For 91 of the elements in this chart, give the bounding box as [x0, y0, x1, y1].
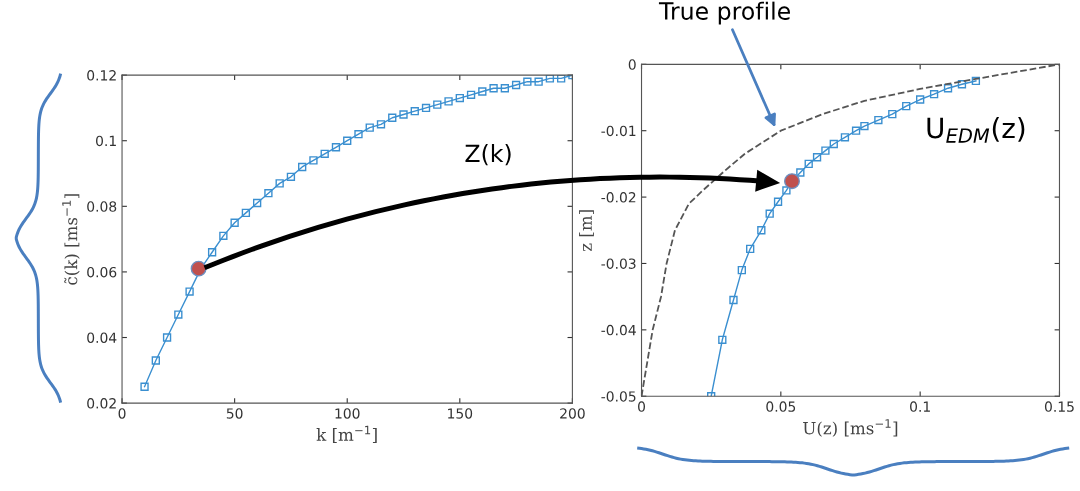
point — [902, 101, 911, 111]
point — [354, 129, 363, 139]
point — [840, 133, 850, 142]
point — [851, 126, 861, 135]
point — [511, 80, 521, 90]
point — [264, 189, 273, 198]
point — [433, 100, 442, 109]
point — [455, 93, 464, 103]
x-axis-title: U(z) [ms$^{−1}$] — [803, 419, 898, 437]
point — [162, 333, 172, 342]
point — [320, 149, 329, 159]
point — [784, 173, 800, 190]
point — [174, 310, 183, 319]
point — [971, 76, 981, 86]
point — [888, 109, 897, 119]
point — [737, 265, 746, 275]
y-tick-label: -0.04 — [601, 324, 636, 336]
x-tick-label: 0 — [638, 401, 646, 412]
point — [252, 198, 262, 208]
point — [241, 208, 251, 218]
y-tick-label: 0.08 — [87, 201, 117, 212]
point — [929, 90, 939, 99]
point — [399, 110, 408, 119]
x-tick-label: 0.05 — [766, 401, 796, 412]
y-tick-label: -0.05 — [601, 391, 636, 402]
point — [556, 75, 566, 83]
point — [773, 197, 783, 206]
annotation: Z(k) — [465, 144, 511, 166]
point — [718, 335, 727, 344]
x-tick-label: 50 — [226, 408, 243, 419]
point — [534, 77, 543, 86]
point — [500, 84, 510, 93]
point — [365, 123, 374, 132]
point — [185, 287, 194, 296]
point — [943, 84, 953, 93]
point — [298, 162, 307, 172]
x-tick-label: 200 — [560, 408, 585, 419]
point — [957, 80, 967, 89]
point — [286, 172, 296, 181]
series-label: U$_{EDM}$(z) — [927, 117, 1025, 143]
point — [343, 136, 352, 145]
point — [860, 121, 869, 131]
y-tick-label: 0.06 — [87, 266, 117, 278]
x-tick-label: 0 — [118, 408, 126, 419]
point — [782, 186, 791, 195]
point — [746, 244, 755, 254]
point — [545, 75, 555, 83]
point — [230, 218, 239, 227]
y-tick-label: 0 — [628, 59, 636, 70]
y-tick-label: 0.02 — [87, 398, 116, 409]
point — [331, 143, 341, 152]
x-axis-title: k [m$^{−1}$] — [316, 425, 377, 443]
point — [729, 295, 738, 305]
point — [376, 120, 386, 129]
annotation: True profile — [658, 1, 790, 25]
point — [796, 168, 805, 177]
x-tick-label: 0.1 — [910, 401, 930, 412]
point — [410, 107, 419, 116]
y-axis-title: z [m] — [579, 210, 594, 252]
x-tick-label: 100 — [335, 408, 360, 419]
point — [140, 382, 149, 391]
y-tick-label: 0.1 — [96, 135, 116, 147]
point — [219, 231, 228, 241]
point — [915, 95, 925, 104]
point — [829, 139, 838, 149]
point — [421, 103, 431, 113]
x-tick-label: 0.15 — [1044, 401, 1074, 412]
point — [275, 179, 284, 188]
y-axis-title: c̃(k) [ms$^{−1}$] — [62, 194, 80, 285]
x-tick-label: 150 — [448, 408, 473, 419]
y-tick-label: -0.02 — [601, 192, 636, 203]
point — [812, 153, 822, 162]
point — [444, 97, 453, 106]
y-tick-label: -0.01 — [601, 125, 636, 137]
y-tick-label: 0.04 — [87, 332, 117, 343]
y-tick-label: -0.03 — [601, 258, 636, 269]
point — [765, 209, 774, 218]
point — [190, 260, 207, 277]
point — [874, 115, 883, 125]
point — [151, 356, 160, 365]
point — [523, 77, 532, 86]
point — [757, 226, 766, 235]
point — [804, 159, 813, 169]
point — [388, 113, 397, 122]
point — [478, 87, 487, 96]
point — [821, 146, 830, 155]
point — [207, 248, 217, 257]
point — [489, 84, 498, 93]
point — [466, 90, 476, 99]
point — [309, 156, 318, 165]
y-tick-label: 0.12 — [87, 70, 116, 81]
